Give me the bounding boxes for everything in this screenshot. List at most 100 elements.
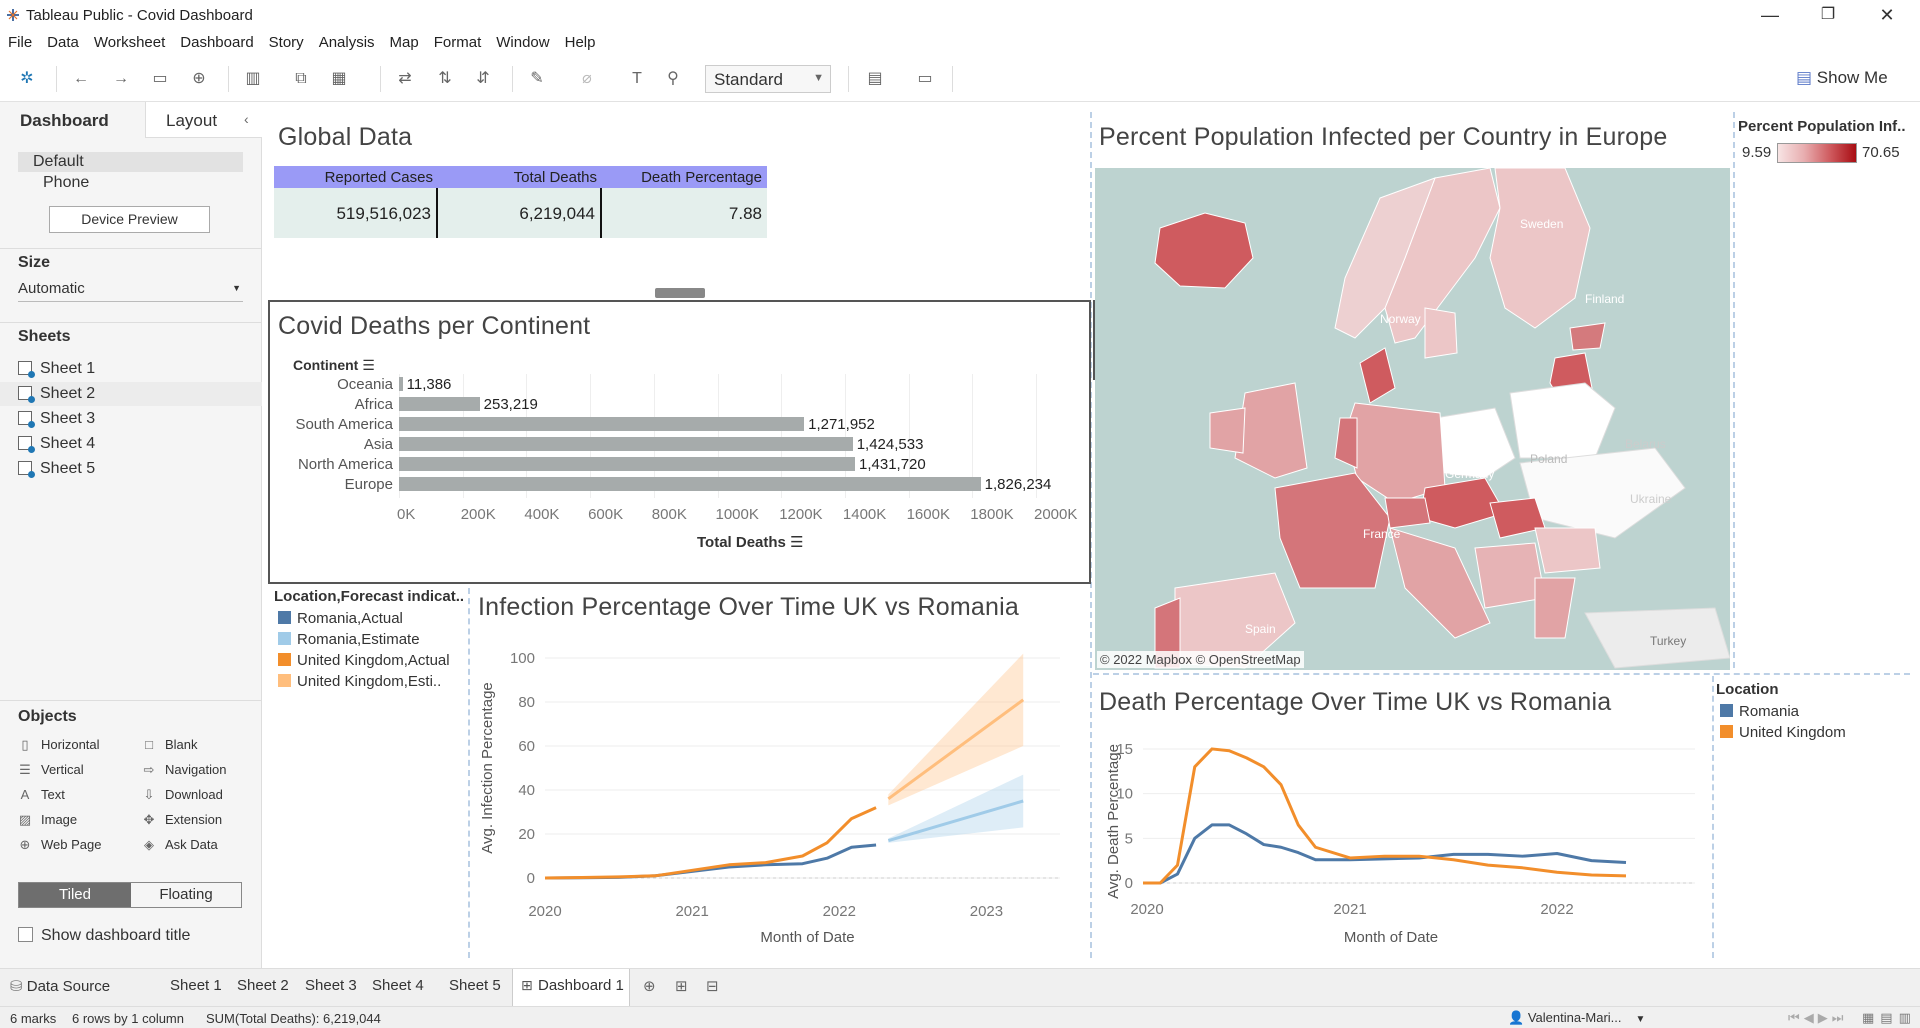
bar-south-america[interactable] (399, 417, 805, 431)
pin-icon[interactable]: ⚲ (667, 70, 679, 87)
category-label[interactable]: Europe (344, 476, 393, 493)
tab-sheet-1[interactable]: Sheet 1 (170, 977, 222, 994)
fit-width-icon[interactable]: ▤ (867, 70, 883, 87)
sheet-item-3[interactable]: Sheet 3 (18, 410, 95, 428)
checkbox-icon (18, 927, 33, 942)
infection-line-chart[interactable]: 0 20 40 60 80 100 2020 2021 2022 2023 Month of Dat… (470, 630, 1088, 960)
legend-united-kingdom[interactable]: United Kingdom (1720, 724, 1846, 741)
value-reported-cases[interactable]: 519,516,023 (274, 188, 438, 238)
menu-map[interactable]: Map (389, 34, 419, 51)
redo-icon[interactable]: → (113, 70, 129, 87)
show-title-checkbox[interactable]: Show dashboard title (18, 927, 190, 945)
sum-total-deaths: SUM(Total Deaths): 6,219,044 (206, 1011, 381, 1026)
fit-select[interactable]: Standard ▼ (705, 65, 831, 93)
menu-worksheet[interactable]: Worksheet (93, 34, 166, 51)
new-worksheet-icon[interactable]: ▥ (245, 70, 261, 87)
tab-sheet-2[interactable]: Sheet 2 (237, 977, 289, 994)
floating-button[interactable]: Floating (159, 886, 213, 903)
object-web-page[interactable]: ⊕ Web Page (19, 837, 102, 852)
menu-story[interactable]: Story (268, 34, 304, 51)
presentation-icon[interactable]: ▭ (917, 70, 933, 87)
swap-icon[interactable]: ⇄ (398, 70, 412, 87)
new-dashboard-tab-icon[interactable]: ⊞ (675, 978, 688, 995)
tab-sheet-3[interactable]: Sheet 3 (305, 977, 357, 994)
restore-icon[interactable]: ❐ (1820, 6, 1836, 23)
tab-dashboard[interactable]: Dashboard (0, 102, 145, 138)
bar-oceania[interactable] (399, 377, 403, 391)
tiled-button[interactable]: Tiled (19, 883, 131, 907)
legend-uk-estimate[interactable]: United Kingdom,Esti.. (278, 673, 441, 690)
category-label[interactable]: Africa (354, 396, 393, 413)
sheet-item-2[interactable]: Sheet 2 (18, 385, 95, 403)
object-text[interactable]: A Text (18, 787, 65, 802)
bar-africa[interactable] (399, 397, 480, 411)
bar-north-america[interactable] (399, 457, 855, 471)
sort-descending-icon[interactable]: ⇵ (476, 70, 490, 87)
category-label[interactable]: Asia (363, 436, 393, 453)
menu-analysis[interactable]: Analysis (318, 34, 375, 51)
legend-romania[interactable]: Romania (1720, 703, 1799, 720)
value-death-percentage[interactable]: 7.88 (602, 188, 767, 238)
tab-dashboard-1[interactable]: ⊞ Dashboard 1 (512, 969, 630, 1007)
label-icon[interactable]: T (632, 70, 642, 87)
clear-sheet-icon[interactable]: ▦ (331, 70, 347, 87)
tab-sheet-4[interactable]: Sheet 4 (372, 977, 424, 994)
minimize-icon[interactable]: — (1761, 5, 1779, 25)
value-total-deaths[interactable]: 6,219,044 (438, 188, 602, 238)
menu-data[interactable]: Data (47, 34, 79, 51)
object-ask-data[interactable]: ◈ Ask Data (144, 837, 218, 852)
continent-header[interactable]: Continent ☰ (293, 357, 375, 373)
object-blank[interactable]: □ Blank (142, 737, 197, 752)
close-icon[interactable]: ✕ (1879, 5, 1895, 25)
device-default[interactable]: Default (18, 152, 243, 172)
view-mode-icons[interactable]: ▦▤▥ (1862, 1010, 1917, 1025)
object-download[interactable]: ⇩ Download (143, 787, 223, 802)
tab-data-source[interactable]: ⛁ Data Source (10, 978, 111, 995)
size-select[interactable]: Automatic ▼ (18, 280, 243, 302)
tableau-icon[interactable]: ✲ (20, 70, 34, 87)
legend-uk-actual[interactable]: United Kingdom,Actual (278, 652, 450, 669)
new-story-tab-icon[interactable]: ⊟ (706, 978, 719, 995)
europe-map[interactable]: Sweden Finland Norway Poland Belarus Ger… (1095, 168, 1730, 670)
new-worksheet-tab-icon[interactable]: ⊕ (643, 978, 656, 995)
object-image[interactable]: ▨ Image (18, 812, 78, 827)
tab-layout[interactable]: Layout (145, 102, 262, 138)
menu-help[interactable]: Help (564, 34, 596, 51)
new-data-source-icon[interactable]: ⊕ (192, 70, 206, 87)
group-icon[interactable]: ⌀ (582, 70, 592, 87)
category-label[interactable]: Oceania (337, 376, 393, 393)
death-pct-line-chart[interactable]: 0 5 10 15 2020 2021 2022 Month of Date Avg. Deat… (1095, 720, 1711, 960)
legend-romania-actual[interactable]: Romania,Actual (278, 610, 403, 627)
menu-dashboard[interactable]: Dashboard (180, 34, 254, 51)
sort-ascending-icon[interactable]: ⇅ (438, 70, 452, 87)
sheet-item-4[interactable]: Sheet 4 (18, 435, 95, 453)
map-attribution[interactable]: © 2022 Mapbox © OpenStreetMap (1097, 651, 1304, 668)
menu-file[interactable]: File (8, 34, 33, 51)
device-phone[interactable]: Phone (43, 174, 90, 191)
object-navigation[interactable]: ⇨ Navigation (143, 762, 227, 777)
category-label[interactable]: South America (295, 416, 393, 433)
object-horizontal[interactable]: ▯ Horizontal (18, 737, 99, 753)
legend-romania-estimate[interactable]: Romania,Estimate (278, 631, 420, 648)
bar-asia[interactable] (399, 437, 853, 451)
sheet-item-5[interactable]: Sheet 5 (18, 460, 95, 478)
menu-format[interactable]: Format (433, 34, 482, 51)
page-nav-icons[interactable]: ⏮◀▶⏭ (1788, 1010, 1848, 1025)
save-icon[interactable]: ▭ (152, 70, 168, 87)
undo-icon[interactable]: ← (73, 70, 89, 87)
bar-europe[interactable] (399, 477, 981, 491)
category-label[interactable]: North America (297, 456, 393, 473)
tab-sheet-5[interactable]: Sheet 5 (449, 977, 501, 994)
sheet-item-1[interactable]: Sheet 1 (18, 360, 95, 378)
highlight-icon[interactable]: ✎ (530, 70, 544, 87)
worksheet-icon (18, 461, 35, 478)
device-preview-button[interactable]: Device Preview (49, 206, 210, 233)
object-vertical[interactable]: ☰ Vertical (19, 762, 84, 777)
duplicate-icon[interactable]: ⧉ (295, 70, 307, 87)
object-extension[interactable]: ✥ Extension (143, 812, 223, 827)
user-menu[interactable]: 👤 Valentina-Mari... ▼ (1508, 1010, 1646, 1025)
show-me-button[interactable]: ▤ Show Me (1796, 68, 1888, 87)
menu-window[interactable]: Window (496, 34, 550, 51)
drag-handle[interactable] (655, 288, 705, 298)
collapse-panel-icon[interactable]: ‹ (244, 111, 249, 127)
